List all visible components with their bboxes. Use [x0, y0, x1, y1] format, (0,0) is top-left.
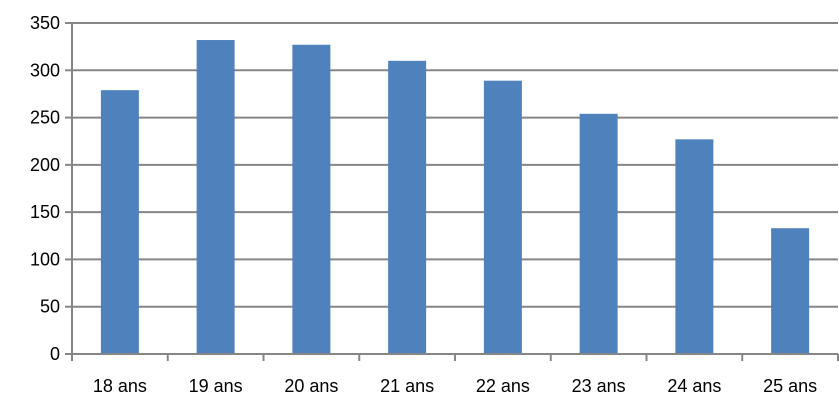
y-tick-label: 50 [40, 297, 60, 317]
bar-19-ans [197, 40, 235, 354]
x-tick-label: 19 ans [189, 376, 243, 396]
bar-25-ans [771, 228, 809, 354]
y-tick-label: 100 [30, 249, 60, 269]
bar-21-ans [388, 61, 426, 354]
bar-24-ans [675, 139, 713, 354]
x-tick-label: 21 ans [380, 376, 434, 396]
x-tick-label: 18 ans [93, 376, 147, 396]
y-tick-label: 300 [30, 60, 60, 80]
x-tick-label: 24 ans [667, 376, 721, 396]
x-tick-labels: 18 ans 19 ans 20 ans 21 ans 22 ans 23 ans 24 a… [93, 376, 817, 396]
gridlines [72, 23, 838, 307]
y-tick-label: 250 [30, 108, 60, 128]
y-tick-label: 350 [30, 13, 60, 33]
x-tick-label: 20 ans [284, 376, 338, 396]
bar-18-ans [101, 90, 139, 354]
bar-20-ans [292, 45, 330, 354]
x-tick-label: 22 ans [476, 376, 530, 396]
y-tick-label: 150 [30, 202, 60, 222]
axes [65, 23, 838, 361]
y-tick-labels: 0 50 100 150 200 250 300 350 [30, 13, 60, 364]
x-tick-label: 23 ans [572, 376, 626, 396]
x-tick-label: 25 ans [763, 376, 817, 396]
bar-23-ans [580, 114, 618, 354]
bar-22-ans [484, 81, 522, 354]
y-tick-label: 0 [50, 344, 60, 364]
y-tick-label: 200 [30, 155, 60, 175]
